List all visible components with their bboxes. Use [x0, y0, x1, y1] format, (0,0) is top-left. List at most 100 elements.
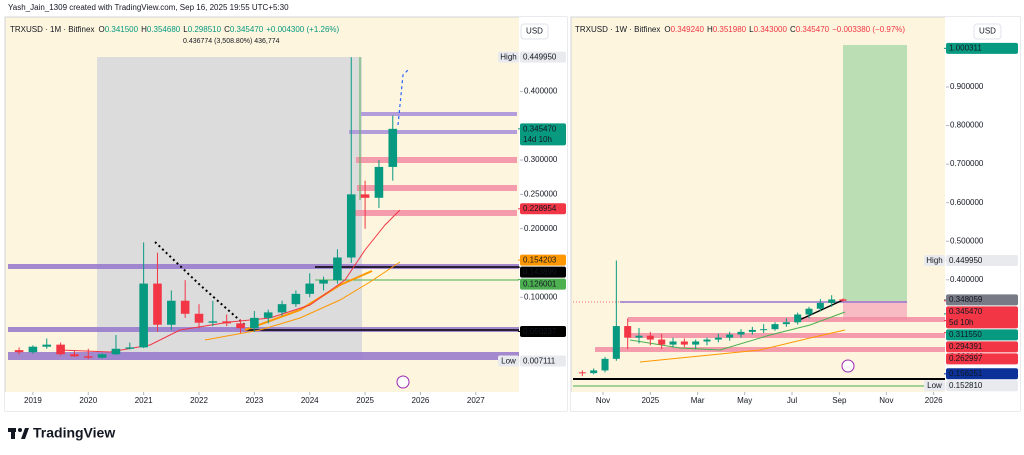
level-tag: High — [500, 53, 516, 62]
candle-body — [167, 300, 176, 325]
level-box — [520, 266, 566, 278]
level-note: 5d 10h — [949, 318, 973, 327]
candle-body — [111, 348, 121, 355]
level-box — [520, 51, 566, 63]
level-box — [520, 254, 566, 266]
candle-body — [56, 344, 65, 355]
projection — [397, 69, 409, 126]
candle-body — [828, 299, 836, 303]
candle-body — [194, 313, 204, 323]
y-tick-label: 0.400000 — [950, 275, 984, 284]
candle-body — [319, 280, 328, 284]
candle-body — [714, 337, 722, 340]
x-tick-label: 2024 — [301, 396, 319, 405]
candle-body — [125, 347, 135, 349]
legend-value: 0.351980 — [713, 25, 747, 34]
candle-body — [578, 372, 586, 374]
level-tag: Low — [927, 381, 942, 390]
level-label: 0.294391 — [949, 342, 983, 351]
y-tick-label: 0.800000 — [950, 121, 984, 130]
legend-key: C — [790, 25, 796, 34]
candle-body — [70, 354, 79, 357]
legend-key: H — [707, 25, 713, 34]
legend-value: 0.343000 — [754, 25, 788, 34]
candle-body — [635, 335, 643, 338]
zone — [357, 185, 517, 191]
legend: TRXUSD · 1M · Bitfinex O0.341500 H0.354680… — [10, 25, 340, 34]
zone — [356, 157, 517, 163]
level-label: 0.126001 — [523, 280, 557, 289]
candle-body — [153, 283, 162, 325]
candle-body — [612, 326, 620, 359]
zone — [361, 112, 517, 116]
x-tick-label: 2025 — [356, 396, 374, 405]
symbol: TRXUSD · 1W · Bitfinex — [575, 25, 660, 34]
legend-key: L — [183, 25, 188, 34]
x-tick-label: 2025 — [641, 396, 659, 405]
candle-body — [388, 128, 398, 167]
candle-body — [680, 341, 688, 345]
level-label: 0.228954 — [523, 204, 557, 213]
brand: TradingView — [33, 425, 115, 441]
candle-body — [139, 283, 148, 348]
level-label: 0.262997 — [949, 354, 983, 363]
y-tick-label: 0.200000 — [524, 224, 558, 233]
level-box — [946, 380, 1018, 392]
currency: USD — [526, 27, 543, 36]
x-tick-label: 2021 — [135, 396, 153, 405]
level-label: 0.311550 — [949, 330, 982, 339]
candle-body — [97, 354, 107, 358]
legend-value: 0.345470 — [230, 25, 264, 34]
level-label: 0.143899 — [523, 268, 557, 277]
y-tick-label: 0.400000 — [524, 87, 558, 96]
candle-body — [771, 324, 779, 330]
level-tag-box — [498, 51, 519, 63]
candle-body — [305, 283, 315, 294]
candle-body — [236, 323, 245, 329]
currency: USD — [979, 27, 996, 36]
candle-body — [794, 314, 802, 323]
moving-average — [639, 329, 846, 363]
candle-body — [601, 358, 609, 371]
level-box — [946, 42, 1018, 54]
legend-key: H — [141, 25, 147, 34]
level-tag: Low — [501, 356, 516, 365]
moving-average — [204, 261, 401, 341]
date-range — [97, 57, 362, 360]
candle-body — [737, 331, 745, 335]
legend-value: 0.354680 — [147, 25, 181, 34]
zone — [595, 347, 945, 352]
candle-body — [782, 322, 790, 325]
moving-average — [59, 209, 401, 353]
level-tag-box — [498, 355, 519, 367]
event-icon — [841, 359, 855, 373]
x-tick-label: 2026 — [412, 396, 430, 405]
y-tick-label: 0.700000 — [950, 159, 984, 168]
level-label: 0.007111 — [523, 356, 556, 365]
legend-change: −0.003380 (−0.97%) — [832, 25, 905, 34]
level-label: 0.156251 — [949, 369, 983, 378]
candle-body — [14, 350, 24, 353]
level-box — [946, 306, 1018, 329]
level-box — [946, 255, 1018, 267]
candle-body — [333, 257, 342, 281]
y-tick-label: 0.900000 — [950, 82, 984, 91]
y-tick-label: 0.600000 — [950, 198, 984, 207]
level-label: 0.348059 — [949, 295, 983, 304]
candle-body — [692, 341, 700, 345]
candle-body — [839, 299, 847, 301]
level-tag-box — [924, 380, 945, 392]
level-box — [946, 294, 1018, 306]
level-tag-box — [924, 255, 945, 267]
x-tick-label: Mar — [691, 396, 705, 405]
candle-body — [222, 321, 231, 324]
x-tick-label: Jul — [787, 396, 797, 405]
level-label: 0.152810 — [949, 381, 983, 390]
level-box — [946, 329, 1018, 341]
symbol: TRXUSD · 1M · Bitfinex — [10, 25, 94, 34]
zone — [8, 352, 519, 360]
candle-body — [263, 312, 273, 318]
moving-average — [629, 311, 846, 351]
level-label: 0.449950 — [949, 256, 983, 265]
x-tick-label: 2019 — [24, 396, 42, 405]
